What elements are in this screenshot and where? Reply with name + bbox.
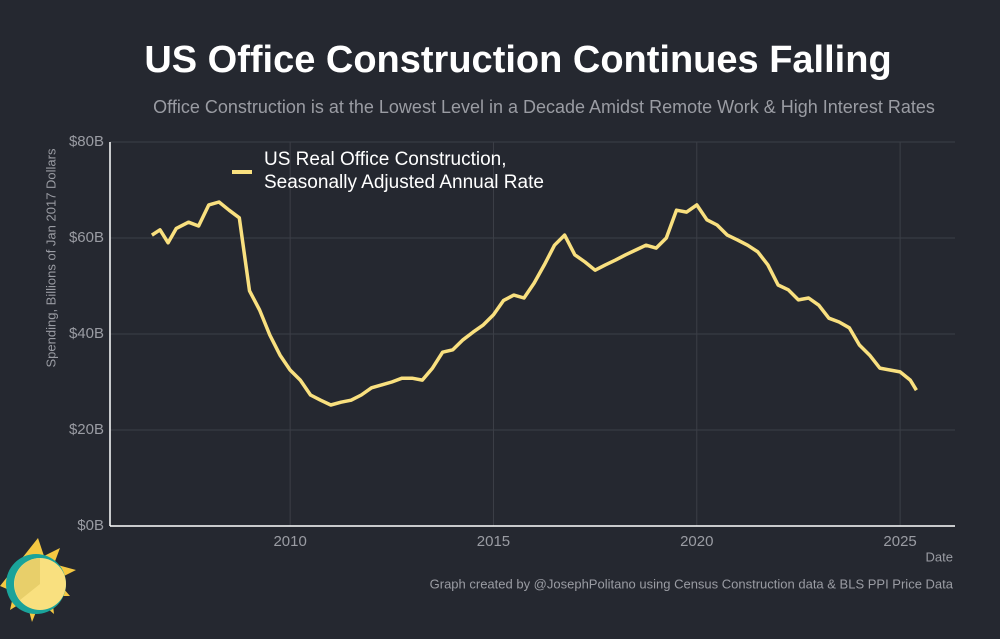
- y-axis-label: Spending, Billions of Jan 2017 Dollars: [43, 148, 58, 367]
- legend-label: US Real Office Construction, Seasonally …: [264, 149, 544, 193]
- y-tick-label: $0B: [77, 517, 104, 534]
- x-axis-label: Date: [926, 549, 953, 564]
- x-tick-label: 2015: [477, 533, 510, 550]
- x-tick-label: 2025: [883, 533, 916, 550]
- x-tick-label: 2010: [273, 533, 306, 550]
- chart-subtitle: Office Construction is at the Lowest Lev…: [153, 97, 935, 117]
- data-line: [150, 200, 918, 407]
- chart-title: US Office Construction Continues Falling: [144, 39, 891, 81]
- caption: Graph created by @JosephPolitano using C…: [430, 576, 954, 591]
- y-tick-label: $20B: [69, 421, 104, 438]
- y-tick-label: $60B: [69, 229, 104, 246]
- y-tick-label: $80B: [69, 133, 104, 150]
- logo: [0, 538, 76, 622]
- x-tick-label: 2020: [680, 533, 713, 550]
- y-tick-label: $40B: [69, 325, 104, 342]
